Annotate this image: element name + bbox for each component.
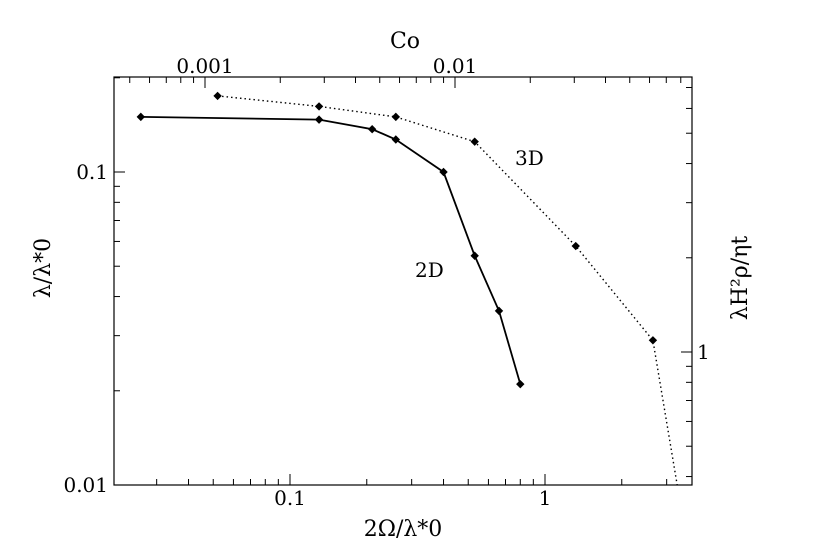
plot-frame bbox=[113, 76, 693, 486]
series-line-2d bbox=[140, 116, 522, 385]
x-tick-label: 0.1 bbox=[274, 486, 306, 510]
x-axis-label: 2Ω/λ*0 bbox=[364, 517, 443, 542]
data-point-2d bbox=[367, 125, 377, 134]
series-label-2d: 2D bbox=[415, 258, 444, 282]
data-point-3d bbox=[571, 241, 580, 251]
y2-axis-label: λH²ρ/ηt bbox=[728, 236, 753, 320]
data-point-2d bbox=[494, 306, 504, 316]
data-point-3d bbox=[391, 112, 401, 122]
data-point-2d bbox=[516, 379, 525, 389]
series-line-3d bbox=[217, 95, 678, 486]
data-point-2d bbox=[391, 135, 401, 144]
x2-axis-label: Co bbox=[390, 29, 420, 54]
x-tick-label: 1 bbox=[539, 486, 552, 510]
series-label-3d: 3D bbox=[515, 146, 544, 170]
data-point-2d bbox=[439, 167, 448, 177]
axis-ticks bbox=[114, 77, 692, 486]
y2-tick-label: 1 bbox=[697, 340, 710, 364]
y-axis-label: λ/λ*0 bbox=[31, 238, 56, 298]
series-group bbox=[136, 91, 678, 486]
data-point-3d bbox=[470, 137, 479, 146]
y-tick-label: 0.1 bbox=[76, 160, 108, 184]
data-point-3d bbox=[213, 91, 222, 101]
x2-tick-label: 0.01 bbox=[433, 54, 478, 78]
x2-tick-label: 0.001 bbox=[176, 54, 233, 78]
data-point-3d bbox=[648, 336, 658, 345]
data-point-2d bbox=[136, 112, 146, 122]
data-point-2d bbox=[314, 115, 324, 124]
data-point-2d bbox=[470, 251, 479, 260]
tick-labels: 0.1 1 0.001 0.01 0.01 0.1 1 bbox=[63, 54, 709, 510]
y-tick-label: 0.01 bbox=[63, 473, 108, 497]
data-point-3d bbox=[314, 102, 324, 111]
